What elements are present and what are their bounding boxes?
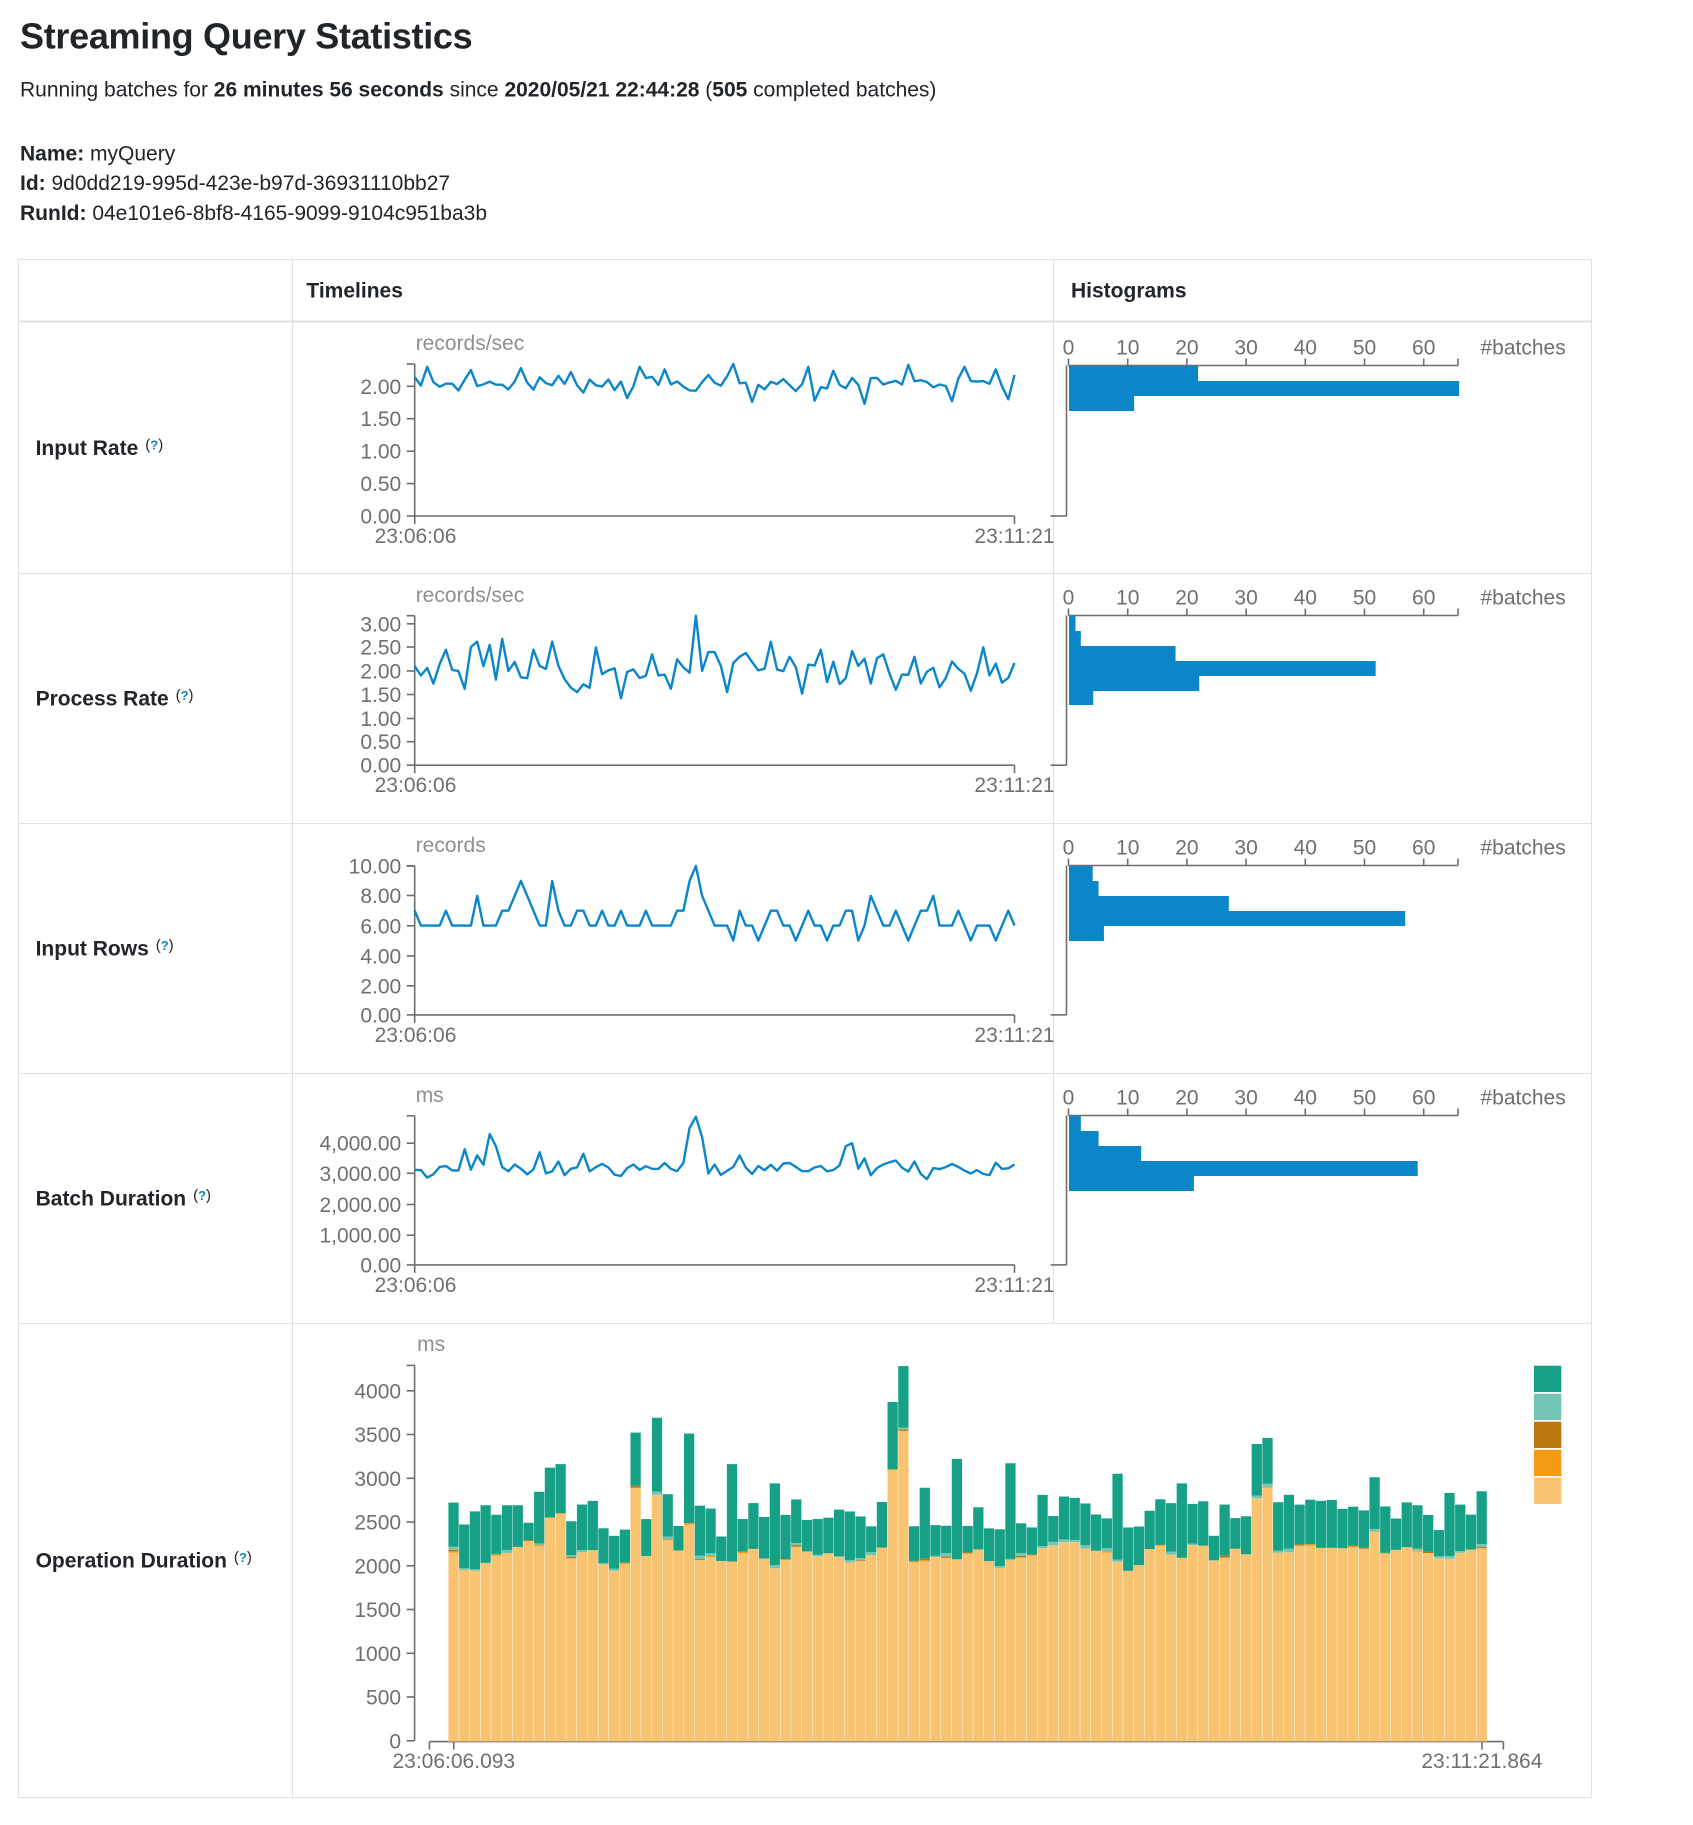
- svg-text:0.00: 0.00: [360, 755, 401, 778]
- svg-text:3,000.00: 3,000.00: [319, 1163, 401, 1186]
- svg-text:records/sec: records/sec: [416, 332, 525, 355]
- svg-text:Process Rate: Process Rate: [36, 688, 169, 711]
- svg-text:(?): (?): [176, 687, 194, 704]
- svg-text:RunId: 04e101e6-8bf8-4165-9099: RunId: 04e101e6-8bf8-4165-9099-9104c951b…: [20, 202, 487, 225]
- svg-text:0.50: 0.50: [360, 473, 401, 496]
- svg-text:8.00: 8.00: [360, 885, 401, 908]
- svg-text:3000: 3000: [354, 1468, 401, 1491]
- svg-text:(?): (?): [234, 1549, 252, 1566]
- svg-text:Operation Duration: Operation Duration: [36, 1550, 227, 1573]
- svg-text:40: 40: [1294, 1087, 1317, 1110]
- svg-text:records: records: [416, 834, 486, 857]
- svg-text:(?): (?): [156, 937, 174, 954]
- svg-text:Batch Duration: Batch Duration: [36, 1188, 187, 1211]
- svg-text:40: 40: [1294, 337, 1317, 360]
- svg-text:20: 20: [1175, 587, 1198, 610]
- svg-text:10.00: 10.00: [349, 856, 402, 879]
- svg-text:Running batches for 26 minutes: Running batches for 26 minutes 56 second…: [20, 79, 936, 102]
- svg-text:10: 10: [1116, 337, 1139, 360]
- svg-text:2.00: 2.00: [360, 376, 401, 399]
- svg-text:1.50: 1.50: [360, 684, 401, 707]
- svg-text:60: 60: [1412, 1087, 1435, 1110]
- svg-text:Histograms: Histograms: [1071, 280, 1187, 303]
- svg-text:23:06:06: 23:06:06: [375, 1024, 457, 1047]
- svg-text:2.00: 2.00: [360, 975, 401, 998]
- svg-text:Streaming Query Statistics: Streaming Query Statistics: [20, 16, 472, 57]
- svg-text:#batches: #batches: [1481, 587, 1566, 610]
- svg-text:1.00: 1.00: [360, 441, 401, 464]
- svg-text:23:06:06: 23:06:06: [375, 525, 457, 548]
- svg-text:50: 50: [1353, 587, 1376, 610]
- svg-text:#batches: #batches: [1481, 1087, 1566, 1110]
- svg-text:10: 10: [1116, 837, 1139, 860]
- svg-text:4,000.00: 4,000.00: [319, 1133, 401, 1156]
- svg-text:ms: ms: [417, 1333, 445, 1356]
- svg-text:6.00: 6.00: [360, 915, 401, 938]
- svg-text:0.00: 0.00: [360, 1254, 401, 1277]
- svg-text:60: 60: [1412, 337, 1435, 360]
- svg-text:10: 10: [1116, 1087, 1139, 1110]
- svg-text:50: 50: [1353, 837, 1376, 860]
- svg-text:Name: myQuery: Name: myQuery: [20, 142, 176, 165]
- svg-text:23:11:21: 23:11:21: [974, 774, 1054, 797]
- svg-text:1.50: 1.50: [360, 408, 401, 431]
- svg-text:60: 60: [1412, 587, 1435, 610]
- svg-text:0.50: 0.50: [360, 731, 401, 754]
- svg-text:23:06:06: 23:06:06: [375, 1274, 457, 1297]
- svg-text:23:11:21: 23:11:21: [974, 1274, 1054, 1297]
- svg-text:#batches: #batches: [1481, 337, 1566, 360]
- svg-text:1500: 1500: [354, 1599, 401, 1622]
- svg-text:50: 50: [1353, 337, 1376, 360]
- svg-text:0: 0: [1063, 337, 1075, 360]
- svg-text:3500: 3500: [354, 1424, 401, 1447]
- svg-text:23:11:21: 23:11:21: [974, 1024, 1054, 1047]
- svg-text:60: 60: [1412, 837, 1435, 860]
- svg-text:0: 0: [1063, 1087, 1075, 1110]
- svg-text:2500: 2500: [354, 1512, 401, 1535]
- svg-text:2.50: 2.50: [360, 637, 401, 660]
- svg-text:(?): (?): [145, 437, 163, 454]
- svg-text:30: 30: [1234, 837, 1257, 860]
- svg-text:23:06:06: 23:06:06: [375, 774, 457, 797]
- svg-text:2000: 2000: [354, 1555, 401, 1578]
- svg-text:4.00: 4.00: [360, 945, 401, 968]
- svg-text:20: 20: [1175, 337, 1198, 360]
- svg-text:30: 30: [1234, 587, 1257, 610]
- svg-text:10: 10: [1116, 587, 1139, 610]
- svg-text:2.00: 2.00: [360, 661, 401, 684]
- svg-text:Id: 9d0dd219-995d-423e-b97d-36: Id: 9d0dd219-995d-423e-b97d-36931110bb27: [20, 172, 450, 195]
- svg-text:Timelines: Timelines: [306, 280, 403, 303]
- svg-text:20: 20: [1175, 1087, 1198, 1110]
- svg-text:40: 40: [1294, 587, 1317, 610]
- svg-text:3.00: 3.00: [360, 613, 401, 636]
- svg-text:20: 20: [1175, 837, 1198, 860]
- svg-text:0.00: 0.00: [360, 1004, 401, 1027]
- svg-text:#batches: #batches: [1481, 837, 1566, 860]
- svg-text:records/sec: records/sec: [416, 584, 525, 607]
- svg-text:1000: 1000: [354, 1643, 401, 1666]
- svg-text:Input Rows: Input Rows: [36, 938, 149, 961]
- svg-text:4000: 4000: [354, 1380, 401, 1403]
- svg-text:0: 0: [1063, 837, 1075, 860]
- svg-text:23:11:21.864: 23:11:21.864: [1421, 1750, 1542, 1773]
- svg-text:1.00: 1.00: [360, 708, 401, 731]
- svg-text:30: 30: [1234, 337, 1257, 360]
- svg-text:40: 40: [1294, 837, 1317, 860]
- svg-text:2,000.00: 2,000.00: [319, 1194, 401, 1217]
- svg-text:Input Rate: Input Rate: [36, 437, 139, 460]
- svg-text:(?): (?): [193, 1187, 211, 1204]
- svg-text:30: 30: [1234, 1087, 1257, 1110]
- svg-text:0: 0: [1063, 587, 1075, 610]
- svg-text:50: 50: [1353, 1087, 1376, 1110]
- svg-text:0: 0: [389, 1730, 401, 1753]
- svg-text:23:11:21: 23:11:21: [974, 525, 1054, 548]
- svg-text:500: 500: [366, 1687, 401, 1710]
- svg-text:ms: ms: [416, 1084, 444, 1107]
- svg-text:0.00: 0.00: [360, 506, 401, 529]
- svg-text:1,000.00: 1,000.00: [319, 1225, 401, 1248]
- svg-text:23:06:06.093: 23:06:06.093: [392, 1750, 515, 1773]
